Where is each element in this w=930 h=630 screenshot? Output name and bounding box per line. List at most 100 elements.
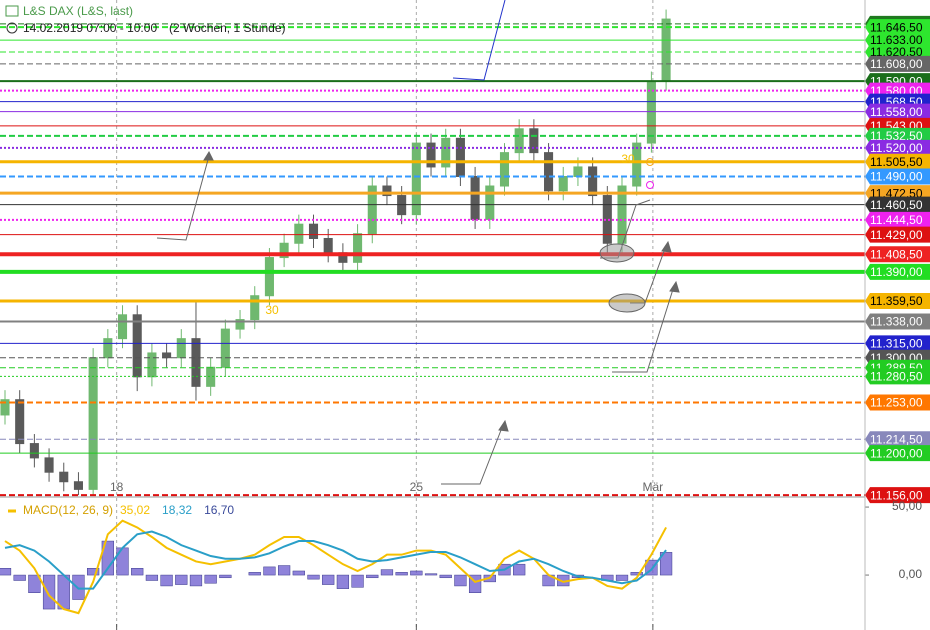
- price-label: 11.390,00: [870, 265, 923, 279]
- trend-arrow: [612, 285, 675, 373]
- price-label: 11.460,50: [870, 198, 923, 212]
- histogram-bar: [454, 574, 467, 587]
- arrow-head: [203, 150, 214, 161]
- candle-body: [588, 166, 598, 197]
- candle-body: [573, 166, 583, 177]
- histogram-bar: [189, 574, 203, 587]
- histogram-bar: [219, 574, 232, 579]
- price-label-box: [865, 263, 930, 280]
- candle-body: [544, 152, 554, 192]
- price-label-box: [865, 368, 930, 385]
- histogram-bar: [263, 566, 276, 576]
- price-label-box: [865, 226, 930, 243]
- arrow-head: [669, 280, 680, 293]
- histogram-bar: [395, 572, 408, 576]
- header: L&S DAX (L&S, last) 14.02.2019 07:00 - 1…: [5, 4, 286, 35]
- price-label: 11.520,00: [870, 141, 923, 155]
- candle-body: [73, 481, 83, 490]
- histogram-bar: [145, 574, 159, 581]
- histogram-bar: [248, 572, 261, 576]
- candle-body: [632, 142, 642, 187]
- trend-arrow: [441, 424, 504, 485]
- candle-body: [191, 338, 201, 387]
- price-label-box: [865, 313, 930, 330]
- price-label-box: [865, 168, 930, 185]
- candle-body: [323, 237, 333, 254]
- price-label: 11.608,00: [870, 57, 923, 71]
- histogram-bar: [131, 568, 144, 576]
- histogram-bar: [513, 563, 526, 576]
- y-tick-label: 0,00: [899, 567, 923, 581]
- candle-body: [279, 242, 289, 259]
- candle-body: [308, 223, 319, 239]
- candle-body: [162, 352, 172, 359]
- histogram-bar: [204, 574, 217, 584]
- price-label-box: [865, 55, 930, 72]
- price-label: 11.315,00: [870, 337, 923, 351]
- candle-body: [470, 175, 480, 220]
- legend-value: 16,70: [204, 503, 234, 517]
- price-label: 11.490,00: [870, 170, 923, 184]
- histogram-bar: [322, 574, 335, 585]
- marker: [646, 181, 654, 189]
- histogram-bar: [630, 572, 643, 576]
- ellipse: [599, 243, 635, 263]
- legend-value: 35,02: [120, 503, 150, 517]
- x-tick-label: 25: [410, 480, 424, 494]
- macd-line: [4, 519, 667, 615]
- price-label-box: [865, 19, 930, 36]
- price-label-box: [865, 487, 930, 504]
- macd-line: [4, 530, 667, 590]
- histogram-bar: [336, 574, 350, 589]
- candle-body: [353, 233, 363, 263]
- histogram-bar: [13, 574, 26, 581]
- price-label: 11.253,00: [870, 396, 923, 410]
- drawings: [156, 0, 680, 485]
- arrow-head: [661, 240, 672, 253]
- candle-body: [426, 142, 436, 168]
- histogram-bar: [351, 574, 364, 588]
- histogram-bar: [439, 574, 452, 579]
- price-label: 11.156,00: [870, 488, 923, 502]
- candle-body: [147, 352, 157, 378]
- price-label: 11.558,00: [870, 105, 923, 119]
- price-label: 11.214,50: [870, 432, 923, 446]
- instrument-title: L&S DAX (L&S, last): [23, 4, 133, 18]
- candle-body: [88, 357, 98, 490]
- candle-body: [15, 399, 25, 445]
- arrow-head: [498, 419, 509, 432]
- histogram-bar: [366, 574, 379, 579]
- trend-line: [452, 0, 506, 81]
- price-label: 11.200,00: [870, 446, 923, 460]
- price-label-box: [865, 211, 930, 228]
- price-label: 11.280,50: [870, 369, 923, 383]
- price-label: 11.532,50: [870, 129, 923, 143]
- candle-body: [617, 185, 627, 244]
- candle-body: [29, 443, 39, 459]
- candle-body: [367, 185, 377, 235]
- marker: [646, 158, 654, 166]
- annotation: 30: [265, 303, 279, 317]
- candle-body: [455, 137, 465, 177]
- histogram-bar: [424, 573, 438, 576]
- price-label: 11.620,50: [870, 45, 923, 59]
- price-label: 11.359,50: [870, 294, 923, 308]
- histogram-bar: [615, 574, 629, 581]
- x-tick-label: Mär: [643, 480, 664, 494]
- price-label-box: [865, 103, 930, 120]
- legend-value: 18,32: [162, 503, 192, 517]
- candle-body: [117, 314, 128, 340]
- macd-title: MACD(12, 26, 9): [23, 503, 113, 517]
- price-label-box: [865, 394, 930, 411]
- candle-body: [382, 185, 392, 197]
- candle-body: [411, 142, 421, 216]
- candle-body: [558, 175, 568, 192]
- candle-body: [0, 399, 10, 416]
- histogram-bar: [101, 540, 114, 576]
- histogram-bar: [277, 565, 291, 576]
- candle-body: [176, 338, 186, 359]
- price-label-box: [865, 292, 930, 309]
- chart-icon: [5, 5, 19, 17]
- histogram-bar: [87, 568, 100, 576]
- candle-body: [264, 257, 274, 297]
